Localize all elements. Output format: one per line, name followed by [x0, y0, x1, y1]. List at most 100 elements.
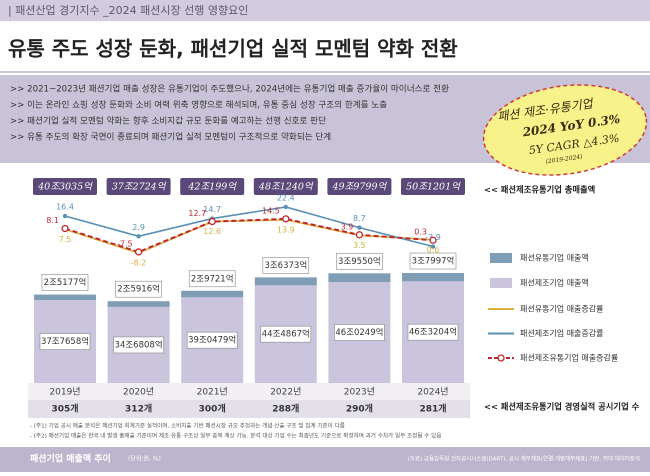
footer-caption: 패션기업 매출액 추이 — [30, 453, 111, 465]
line-point — [430, 244, 436, 249]
value-label-box — [188, 270, 236, 288]
bar-segment — [34, 294, 96, 301]
breadcrumb: | 패션산업 경기지수 _2024 패션시장 선행 영향요인 — [8, 4, 248, 17]
value-label-box — [260, 325, 312, 343]
legend-title: << 패션제조유통기업 총매출액 — [484, 185, 595, 195]
value-label-box — [334, 324, 385, 341]
count-label: 290개 — [346, 403, 373, 415]
total-label: 48조1240억 — [258, 182, 314, 193]
value-label: 39조0479억 — [188, 335, 236, 346]
value-label: 37조7658억 — [41, 336, 89, 347]
line-point — [282, 215, 290, 223]
legend-label: 패션제조기업 매출액 — [520, 278, 589, 288]
bullet-list: >> 2021~2023년 패션기업 매출 성장은 유통기업이 주도했으나, 2… — [10, 83, 449, 143]
line-point — [61, 224, 69, 233]
count-label: 305개 — [51, 403, 78, 415]
line-point — [283, 204, 288, 210]
line-point — [62, 213, 68, 219]
x-tick-label: 2024년 — [417, 387, 448, 398]
bar-segment — [254, 277, 317, 286]
line-value-label: -7.5 — [117, 239, 133, 248]
value-label: 3조7997억 — [412, 256, 455, 267]
total-label: 42조199억 — [187, 182, 237, 193]
x-tick-label: 2020년 — [123, 387, 154, 398]
value-label: 46조0249억 — [335, 327, 383, 338]
x-tick-label: 2019년 — [49, 387, 80, 398]
line-value-label: 8.7 — [353, 214, 366, 223]
total-label: 37조2724억 — [112, 182, 167, 193]
value-label-box — [39, 333, 91, 350]
value-label: 34조6808억 — [115, 339, 163, 350]
x-tick-label: 2021년 — [197, 387, 228, 398]
count-label: 300개 — [199, 403, 226, 415]
value-label-box — [113, 336, 164, 354]
total-box — [253, 178, 318, 195]
count-label: 288개 — [272, 403, 299, 415]
total-label: 40조3035억 — [37, 182, 93, 193]
year-row — [28, 383, 470, 400]
value-label-box — [186, 331, 238, 349]
line-point — [357, 225, 362, 230]
legend-title: << 패션제조유통기업 경영실적 공시기업 수 — [484, 402, 640, 412]
line-point — [208, 217, 216, 226]
line-value-label: 22.4 — [277, 194, 295, 203]
value-label-box — [407, 323, 459, 341]
x-tick-label: 2023년 — [344, 387, 375, 398]
page-title: 유통 주도 성장 둔화, 패션기업 실적 모멘텀 약화 전환 — [8, 37, 458, 61]
count-label: 281개 — [419, 403, 446, 415]
line-value-label: 12.6 — [203, 227, 221, 236]
bar-segment — [402, 273, 464, 282]
footer-unit: (단위:원, %) — [128, 455, 161, 463]
bullet: >> 패션기업 실적 모멘텀 약화는 향후 소비지갑 규모 둔화를 예고하는 선… — [10, 115, 326, 127]
line-value-label: 7.5 — [59, 235, 72, 244]
footer-bar — [0, 447, 650, 472]
value-label: 2조5916억 — [117, 284, 160, 295]
callout-ellipse — [482, 84, 648, 176]
bar-segment — [107, 301, 170, 307]
footnote: - (주2) 패션기업 매출은 한국 내 발생 총매출 기준이며 제조·유통 구… — [30, 432, 441, 440]
bar-segment — [181, 290, 244, 298]
count-label: 312개 — [125, 403, 152, 415]
value-label-box — [41, 274, 89, 291]
line-value-label: -8.2 — [131, 259, 147, 268]
value-label: 44조4867억 — [262, 329, 310, 340]
line-point — [134, 248, 143, 256]
line-value-label: 2.9 — [132, 223, 145, 232]
value-label: 2조9721억 — [191, 273, 234, 284]
value-label-box — [115, 280, 162, 298]
total-box — [327, 178, 392, 195]
total-box — [106, 178, 171, 195]
value-label-box — [336, 253, 383, 270]
line-series — [64, 206, 434, 248]
legend-swatch — [497, 354, 505, 362]
line-value-label: 0.3 — [414, 228, 427, 237]
value-label-box — [262, 257, 310, 274]
legend-swatch — [490, 253, 512, 263]
line-value-label: 16.4 — [56, 203, 74, 212]
bullet: >> 유통 주도의 확장 국면이 종료되며 패션기업 실적 모멘텀이 구조적으로… — [10, 131, 331, 143]
line-value-label: 14.7 — [203, 205, 221, 214]
line-value-label: 13.9 — [277, 225, 295, 234]
footer-source: (자료) 금융감독원 전자공시시스템(DART), 공시 재무제표(연결·개별재… — [408, 455, 640, 463]
value-label: 3조9550억 — [338, 256, 381, 267]
total-box — [180, 178, 245, 195]
x-tick-label: 2022년 — [270, 387, 301, 398]
total-box — [401, 178, 465, 195]
footnote: - (주1) 기업 공시 매출 분석은 패션기업 회계기준 실적이며, 소비지출… — [30, 422, 345, 430]
bullet: >> 이는 온라인 쇼핑 성장 둔화와 소비 여력 위축 영향으로 해석되며, … — [10, 99, 387, 111]
line-value-label: 0.6 — [427, 245, 440, 254]
line-value-label: 3.9 — [341, 222, 354, 231]
line-value-label: 12.7 — [188, 209, 206, 218]
total-label: 50조1201억 — [406, 182, 461, 193]
line-value-label: 8.1 — [46, 216, 59, 225]
line-point — [136, 234, 141, 239]
line-value-label: 3.5 — [353, 241, 366, 250]
count-row — [28, 400, 470, 418]
bar-segment — [328, 273, 391, 282]
value-label: 3조6373억 — [264, 260, 307, 271]
value-label-box — [409, 252, 457, 270]
legend-label: 패션제조유통기업 매출증감률 — [520, 353, 618, 363]
line-series — [64, 217, 434, 254]
legend-label: 패션유통기업 매출액 — [520, 253, 589, 263]
